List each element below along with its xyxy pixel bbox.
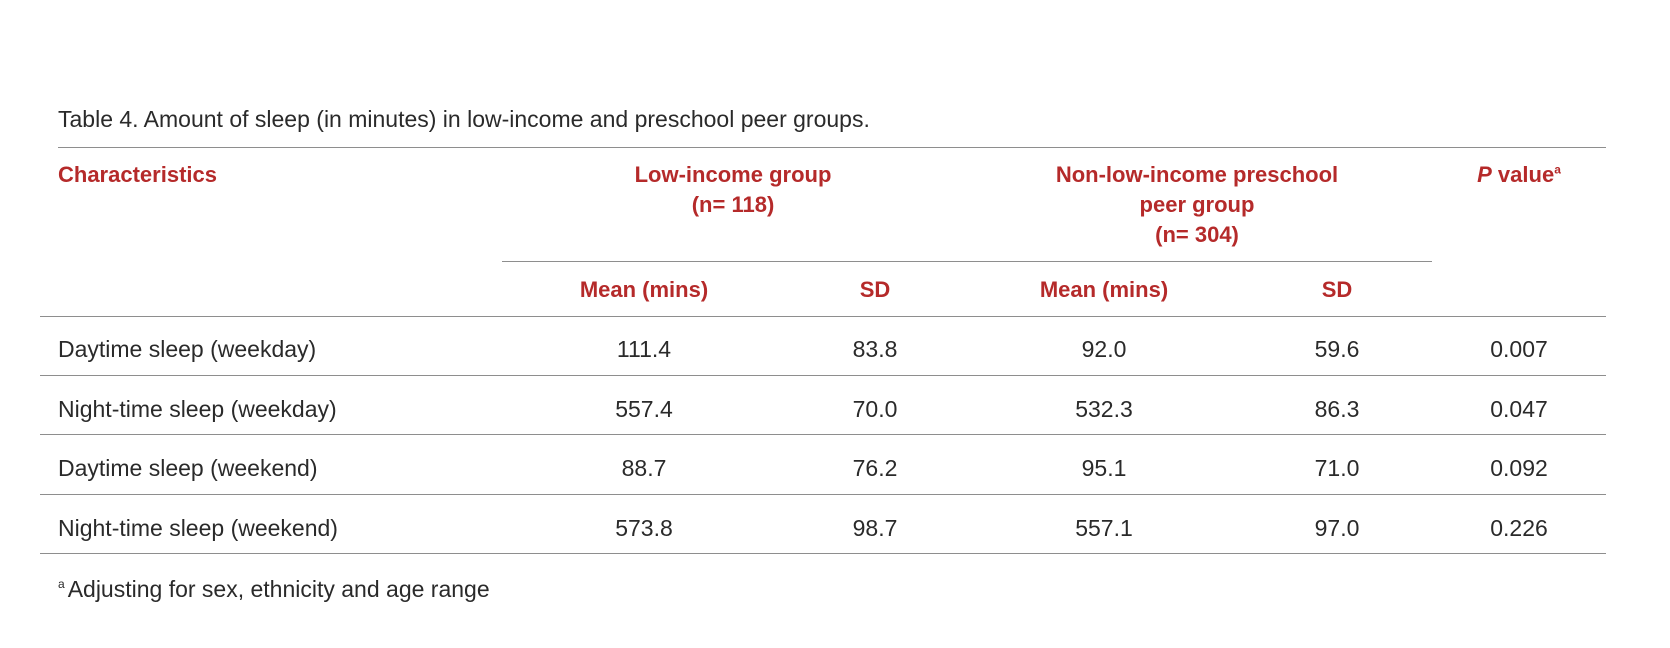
header-non-low-income-mean: Mean (mins): [1039, 277, 1169, 302]
row-2-non-sd: 86.3: [1314, 396, 1360, 422]
header-non-low-income-title: Non-low-income preschool: [1055, 162, 1339, 187]
row-2-p-value: 0.047: [1490, 396, 1548, 422]
footnote-marker: a: [58, 577, 65, 592]
row-4-non-sd: 97.0: [1314, 515, 1360, 541]
row-2-non-mean: 532.3: [1075, 396, 1133, 422]
row-1-rule: [40, 375, 1606, 376]
header-characteristics: Characteristics: [58, 162, 217, 187]
table-top-rule: [58, 147, 1606, 148]
row-2-low-mean: 557.4: [615, 396, 673, 422]
header-p-value-letter: P: [1477, 162, 1492, 187]
row-3-non-mean: 95.1: [1081, 455, 1127, 481]
row-4-label: Night-time sleep (weekend): [58, 515, 338, 541]
header-bottom-rule: [40, 316, 1606, 317]
row-1-non-mean: 92.0: [1081, 336, 1127, 362]
header-low-income-mean: Mean (mins): [579, 277, 709, 302]
header-low-income-n: (n= 118): [691, 192, 775, 217]
row-1-low-mean: 111.4: [616, 336, 672, 362]
row-3-rule: [40, 494, 1606, 495]
table-bottom-rule: [40, 553, 1606, 554]
header-p-value: P valuea: [1477, 160, 1561, 190]
row-2-low-sd: 70.0: [852, 396, 898, 422]
row-1-non-sd: 59.6: [1314, 336, 1360, 362]
group-header-rule: [502, 261, 1432, 262]
header-p-value-footnote-marker: a: [1554, 162, 1561, 177]
header-low-income-title: Low-income group: [634, 162, 832, 187]
row-3-p-value: 0.092: [1490, 455, 1548, 481]
row-1-p-value: 0.007: [1490, 336, 1548, 362]
header-non-low-income-sd: SD: [1321, 277, 1353, 302]
table-caption: Table 4. Amount of sleep (in minutes) in…: [58, 106, 870, 132]
row-4-non-mean: 557.1: [1075, 515, 1133, 541]
row-4-p-value: 0.226: [1490, 515, 1548, 541]
row-3-low-mean: 88.7: [621, 455, 667, 481]
footnote-text: Adjusting for sex, ethnicity and age ran…: [67, 576, 490, 602]
row-1-label: Daytime sleep (weekday): [58, 336, 317, 362]
row-4-low-sd: 98.7: [852, 515, 898, 541]
table-footnote: a Adjusting for sex, ethnicity and age ra…: [58, 576, 490, 603]
row-1-low-sd: 83.8: [852, 336, 898, 362]
row-3-label: Daytime sleep (weekend): [58, 455, 318, 481]
header-low-income-group: Low-income group (n= 118): [635, 160, 832, 220]
header-non-low-income-n: (n= 304): [1155, 222, 1239, 247]
row-2-rule: [40, 434, 1606, 435]
header-non-low-income-subtitle: peer group: [1139, 192, 1255, 217]
row-2-label: Night-time sleep (weekday): [58, 396, 337, 422]
row-3-low-sd: 76.2: [852, 455, 898, 481]
row-4-low-mean: 573.8: [615, 515, 673, 541]
header-non-low-income-group: Non-low-income preschool peer group (n= …: [1056, 160, 1338, 250]
header-low-income-sd: SD: [859, 277, 891, 302]
row-3-non-sd: 71.0: [1314, 455, 1360, 481]
header-p-value-word: value: [1491, 162, 1555, 187]
